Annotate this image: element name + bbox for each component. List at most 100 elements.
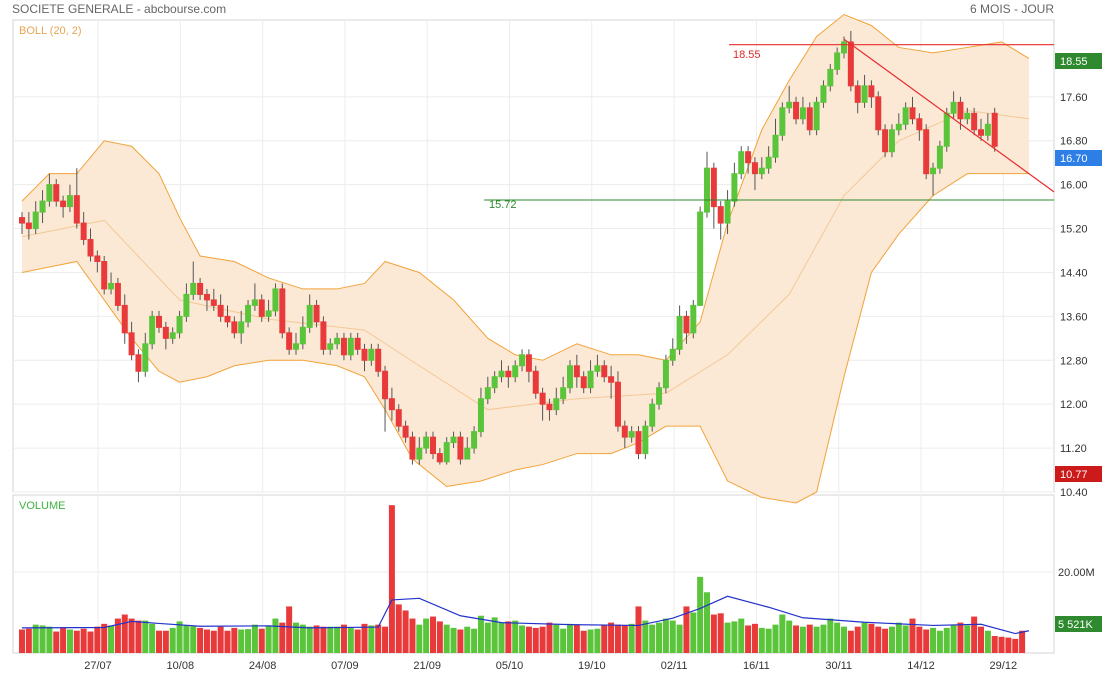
- candle-body: [340, 337, 347, 356]
- candle-body: [156, 315, 162, 328]
- candle-body: [231, 321, 238, 334]
- x-tick-label: 19/10: [578, 660, 606, 672]
- volume-bar: [450, 627, 457, 653]
- volume-bar: [936, 630, 943, 653]
- volume-bar: [567, 623, 573, 653]
- volume-bar: [1019, 630, 1026, 653]
- volume-bar: [553, 624, 560, 653]
- candle-body: [238, 321, 245, 334]
- volume-bar: [690, 612, 697, 653]
- candle-body: [94, 255, 101, 262]
- volume-bar: [875, 626, 882, 653]
- candle-body: [662, 359, 669, 389]
- volume-bar: [786, 620, 793, 653]
- candle-body: [73, 195, 80, 224]
- bollinger-middle: [21, 110, 1030, 411]
- candle-body: [121, 304, 128, 334]
- low-price-tag-text: 10.77: [1060, 469, 1088, 481]
- candle-body: [430, 436, 436, 455]
- candle-body: [772, 134, 779, 158]
- volume-bar: [594, 628, 601, 653]
- volume-bar: [827, 618, 834, 653]
- volume-bars: [19, 505, 1030, 653]
- axis-labels: 10.40 11.20 12.00 12.80 13.60 14.40 15.20 16.00…: [84, 92, 1094, 672]
- chart-title: SOCIETE GENERALE - abcbourse.com: [12, 2, 227, 16]
- candle-body: [936, 145, 943, 169]
- candle-body: [978, 129, 984, 136]
- volume-bar: [484, 622, 491, 653]
- candle-body: [827, 68, 834, 87]
- volume-bar: [971, 616, 978, 653]
- candle-body: [464, 447, 471, 460]
- candle-body: [313, 304, 320, 323]
- candle-body: [388, 398, 395, 411]
- volume-bar: [1005, 637, 1012, 653]
- bollinger-lower: [21, 173, 1029, 504]
- volume-bar: [402, 610, 409, 653]
- candle-body: [25, 222, 32, 230]
- candle-body: [868, 85, 875, 98]
- volume-bar: [888, 626, 895, 653]
- last-price-tag: [1055, 150, 1102, 166]
- candle-body: [834, 52, 841, 70]
- candle-body: [53, 184, 60, 202]
- last-volume-tag: [1055, 616, 1102, 632]
- candle-body: [676, 315, 683, 350]
- x-tick-label: 29/12: [990, 660, 1018, 672]
- candle-body: [943, 112, 950, 147]
- volume-bar: [560, 628, 567, 653]
- volume-bar: [806, 624, 813, 653]
- volume-bar: [388, 505, 395, 653]
- volume-bar: [758, 627, 765, 653]
- volume-bar: [46, 626, 53, 653]
- volume-bar: [943, 627, 950, 653]
- volume-bar: [190, 626, 197, 653]
- volume-bar: [477, 615, 484, 653]
- volume-bar: [87, 631, 94, 653]
- candle-body: [621, 425, 628, 438]
- volume-bar: [19, 629, 25, 653]
- candle-body: [114, 282, 121, 306]
- x-tick-label: 27/07: [84, 660, 112, 672]
- candle-body: [32, 211, 39, 230]
- volume-bar: [169, 627, 176, 653]
- candle-body: [87, 239, 94, 257]
- candle-body: [909, 107, 916, 120]
- volume-bar: [32, 624, 39, 653]
- y-tick-label: 13.60: [1060, 311, 1088, 323]
- candle-body: [697, 211, 704, 306]
- volume-bar: [820, 624, 827, 653]
- candle-body: [423, 436, 430, 449]
- volume-bar: [210, 630, 217, 653]
- volume-bar: [498, 622, 505, 653]
- y-tick-label: 15.20: [1060, 224, 1088, 236]
- candle-body: [902, 107, 909, 125]
- volume-bar: [272, 618, 279, 653]
- volume-moving-average: [21, 595, 1030, 635]
- candle-body: [450, 436, 457, 444]
- candle-body: [101, 260, 108, 290]
- volume-bar: [841, 626, 847, 653]
- volume-bar: [80, 628, 87, 653]
- candle-body: [334, 337, 341, 345]
- candle-body: [779, 107, 786, 136]
- volume-bar: [409, 618, 416, 653]
- volume-bar: [457, 629, 464, 653]
- volume-bar: [710, 614, 717, 653]
- candle-body: [608, 376, 615, 383]
- y-tick-label: 16.00: [1060, 180, 1088, 192]
- bollinger-label: BOLL (20, 2): [19, 25, 82, 37]
- bollinger-upper: [21, 13, 1030, 361]
- candle-body: [717, 206, 724, 224]
- volume-bar: [203, 629, 210, 653]
- y-tick-label: 16.80: [1060, 136, 1088, 148]
- volume-bar: [984, 630, 991, 653]
- candle-body: [984, 123, 991, 136]
- volume-bar: [395, 604, 402, 653]
- candle-body: [66, 195, 73, 208]
- candle-body: [149, 315, 156, 345]
- volume-bar: [217, 626, 224, 653]
- candle-body: [731, 173, 738, 202]
- candle-body: [245, 304, 252, 323]
- candle-body: [532, 370, 539, 394]
